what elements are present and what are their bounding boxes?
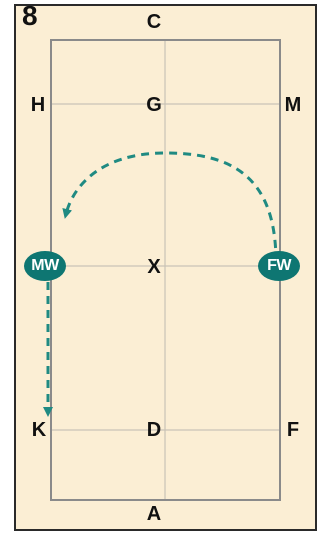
figure-number: 8 [22, 0, 38, 31]
marker-x: X [147, 256, 161, 278]
marker-d: D [146, 419, 162, 441]
marker-f: F [286, 419, 300, 441]
marker-c: C [146, 11, 162, 33]
marker-a: A [146, 503, 162, 525]
marker-m: M [284, 94, 302, 116]
rider-right-badge: FW [258, 251, 300, 281]
marker-h: H [30, 94, 46, 116]
marker-k: K [31, 419, 47, 441]
marker-g: G [146, 94, 162, 116]
rider-left-badge: MW [24, 251, 66, 281]
path-half-circle [62, 151, 278, 263]
